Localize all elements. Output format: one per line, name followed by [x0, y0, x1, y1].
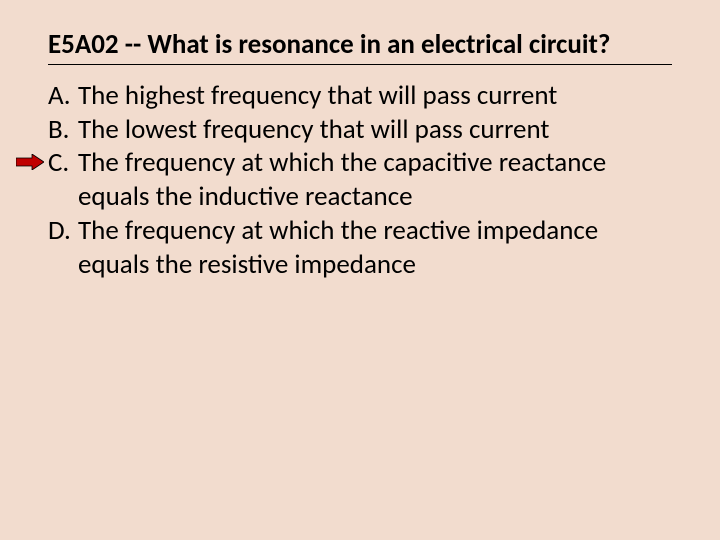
option-text: The frequency at which the capacitive re…	[78, 146, 672, 214]
question-text: What is resonance in an electrical circu…	[147, 28, 610, 61]
option-c: C. The frequency at which the capacitive…	[48, 146, 672, 214]
option-letter: D.	[48, 214, 78, 248]
option-a: A. The highest frequency that will pass …	[48, 79, 672, 113]
option-letter: A.	[48, 79, 78, 113]
options-list: A. The highest frequency that will pass …	[48, 79, 672, 282]
option-d: D. The frequency at which the reactive i…	[48, 214, 672, 282]
question-separator: --	[125, 28, 142, 61]
option-b: B. The lowest frequency that will pass c…	[48, 113, 672, 147]
question-code: E5A02	[48, 28, 119, 61]
correct-arrow-icon	[16, 154, 44, 170]
option-text: The lowest frequency that will pass curr…	[78, 113, 672, 147]
option-text: The highest frequency that will pass cur…	[78, 79, 672, 113]
option-letter: B.	[48, 113, 78, 147]
question-heading: E5A02 -- What is resonance in an electri…	[48, 28, 672, 65]
option-text: The frequency at which the reactive impe…	[78, 214, 672, 282]
option-letter: C.	[48, 146, 78, 180]
